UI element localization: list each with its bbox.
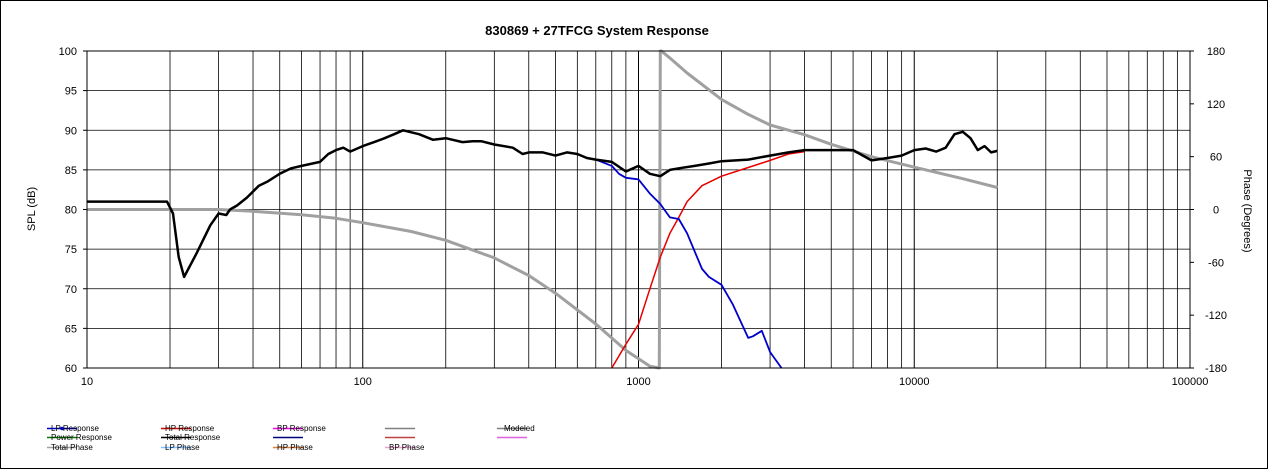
y2-tick-label: 60 <box>1210 152 1222 164</box>
y2-axis-label: Phase (Degrees) <box>1241 169 1253 252</box>
y2-tick-label: 180 <box>1207 46 1225 58</box>
y-axis-label: SPL (dB) <box>26 187 38 231</box>
legend-label-lp-phase: LP Phase <box>165 443 200 452</box>
y-tick-label: 70 <box>65 284 77 296</box>
legend-label-bp-response: BP Response <box>277 424 326 433</box>
legend-label-total-response: Total Response <box>165 433 221 442</box>
grid <box>87 51 1190 368</box>
y-axis-ticks: 60 65 70 75 80 85 90 95 100 <box>59 46 87 375</box>
y2-tick-label: -60 <box>1208 257 1224 269</box>
y2-axis-ticks: -180 -120 -60 0 60 120 180 <box>1190 46 1227 375</box>
y2-tick-label: 120 <box>1207 99 1225 111</box>
series-lp-response <box>596 160 782 368</box>
legend-label-total-phase: Total Phase <box>51 443 93 452</box>
y-tick-label: 85 <box>65 165 77 177</box>
x-tick-label: 1000 <box>626 376 650 388</box>
x-axis-ticks: 10 100 1000 10000 100000 <box>81 376 1208 388</box>
x-tick-label: 10000 <box>899 376 930 388</box>
y2-tick-label: -120 <box>1205 310 1227 322</box>
legend-label-power-response: Power Response <box>51 433 112 442</box>
legend-label-hp-phase: HP Phase <box>277 443 313 452</box>
y-tick-label: 65 <box>65 323 77 335</box>
series-hp-response <box>612 152 805 368</box>
legend: LP Response HP Response BP Response Modeled… <box>47 424 535 452</box>
x-tick-label: 100 <box>354 376 372 388</box>
legend-label-lp-response: LP Response <box>51 424 99 433</box>
y2-tick-label: 0 <box>1213 205 1219 217</box>
chart-title: 830869 + 27TFCG System Response <box>485 23 709 38</box>
y-tick-label: 60 <box>65 363 77 375</box>
x-tick-label: 10 <box>81 376 93 388</box>
y2-tick-label: -180 <box>1205 363 1227 375</box>
y-tick-label: 95 <box>65 86 77 98</box>
y-tick-label: 100 <box>59 46 77 58</box>
y-tick-label: 75 <box>65 244 77 256</box>
y-tick-label: 90 <box>65 125 77 137</box>
x-tick-label: 100000 <box>1172 376 1209 388</box>
legend-label-hp-response: HP Response <box>165 424 215 433</box>
legend-label-modeled: Modeled <box>504 424 535 433</box>
legend-label-bp-phase: BP Phase <box>389 443 425 452</box>
y-tick-label: 80 <box>65 205 77 217</box>
